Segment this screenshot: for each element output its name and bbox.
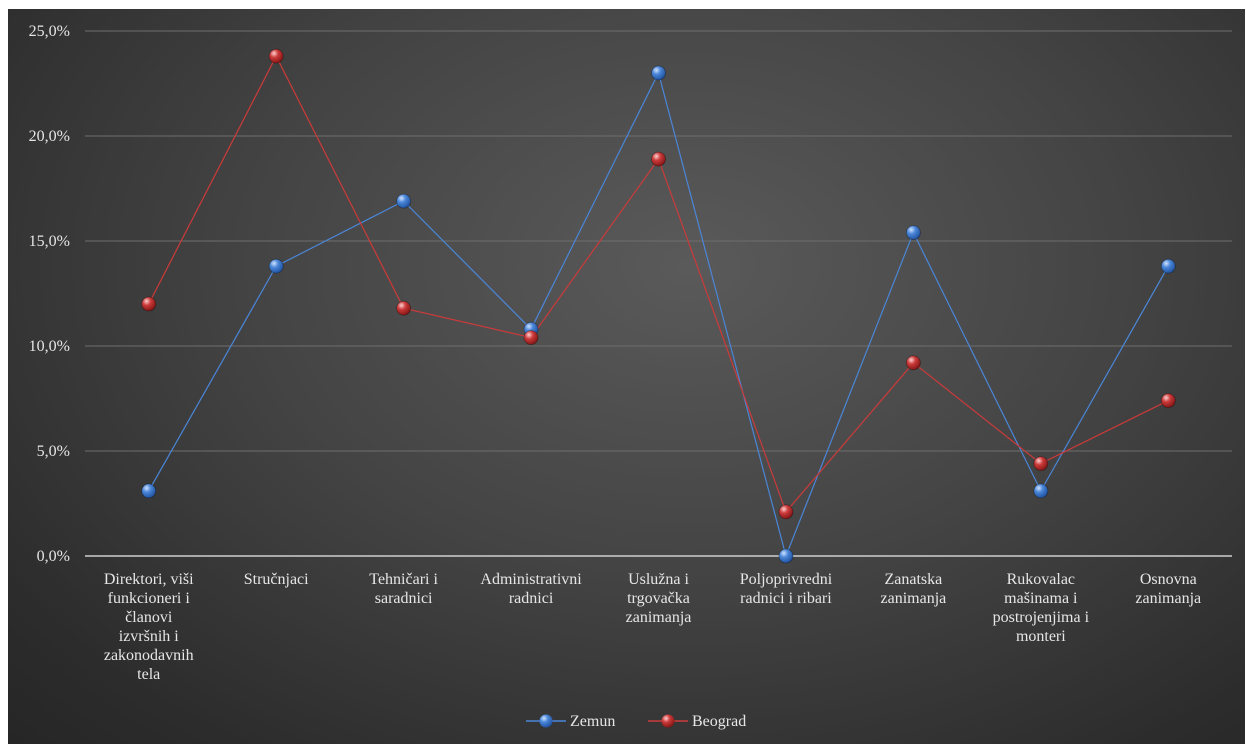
- series-line-zemun: [148, 71, 1169, 558]
- legend: Zemun Beograd: [526, 713, 746, 730]
- data-point-beograd: [523, 330, 539, 346]
- data-point-beograd: [396, 300, 412, 316]
- x-category-label: Stručnjaci: [244, 571, 309, 588]
- legend-label-zemun: Zemun: [570, 713, 615, 730]
- data-point-beograd: [1160, 393, 1176, 409]
- x-category-label: Poljoprivredni radnici i ribari: [740, 571, 833, 607]
- data-point-beograd: [778, 504, 794, 520]
- data-point-beograd: [1033, 456, 1049, 472]
- series-line-beograd: [148, 54, 1169, 514]
- y-axis: 0,0% 5,0% 10,0% 15,0% 20,0% 25,0%: [29, 23, 70, 565]
- data-point-zemun: [1160, 258, 1176, 274]
- data-point-zemun: [141, 483, 157, 499]
- y-tick-label: 20,0%: [29, 128, 70, 145]
- x-axis: Direktori, viši funkcioneri i članovi izvrš…: [104, 571, 1201, 683]
- data-point-beograd: [651, 151, 666, 167]
- x-category-label: Rukovalac mašinama i postrojenjima i monter…: [993, 571, 1090, 645]
- series: [141, 48, 1176, 564]
- y-tick-label: 10,0%: [29, 338, 70, 355]
- y-tick-label: 15,0%: [29, 233, 70, 250]
- data-point-zemun: [778, 548, 794, 564]
- gridlines: [85, 30, 1232, 557]
- x-category-label: Uslužna i trgovačka zanimanja: [626, 571, 692, 626]
- x-category-label: Tehničari i saradnici: [369, 571, 438, 607]
- x-category-label: Administrativni radnici: [480, 571, 582, 607]
- data-point-zemun: [1033, 483, 1049, 499]
- legend-marker-zemun: [539, 714, 553, 728]
- y-tick-label: 25,0%: [29, 23, 70, 40]
- x-category-label: Osnovna zanimanja: [1135, 571, 1201, 607]
- data-point-beograd: [268, 48, 284, 64]
- data-point-zemun: [905, 225, 921, 241]
- data-point-zemun: [268, 258, 284, 274]
- data-point-beograd: [905, 355, 921, 371]
- legend-marker-beograd: [661, 714, 675, 728]
- data-point-zemun: [651, 65, 666, 81]
- x-category-label: Zanatska zanimanja: [881, 571, 947, 607]
- data-point-zemun: [396, 193, 412, 209]
- x-category-label: Direktori, viši funkcioneri i članovi izvrš…: [104, 571, 194, 683]
- y-tick-label: 0,0%: [37, 548, 70, 565]
- y-tick-label: 5,0%: [37, 443, 70, 460]
- legend-label-beograd: Beograd: [692, 713, 746, 730]
- data-point-beograd: [141, 296, 157, 312]
